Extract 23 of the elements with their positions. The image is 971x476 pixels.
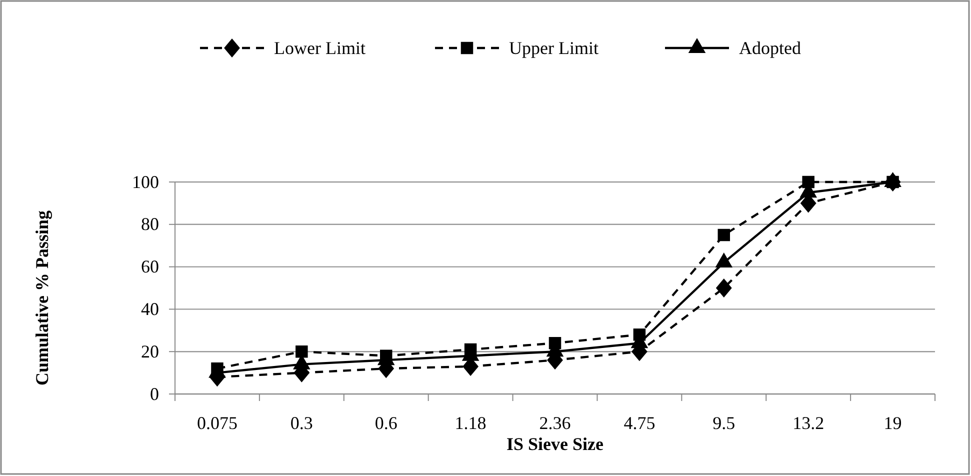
y-tick-label: 20 <box>141 341 159 362</box>
point <box>718 228 730 242</box>
y-tick-label: 80 <box>141 214 159 234</box>
x-tick-label: 0.3 <box>290 412 313 433</box>
x-tick-label: 9.5 <box>712 412 736 433</box>
y-tick-label: 100 <box>132 172 159 192</box>
x-tick-label: 4.75 <box>624 412 656 433</box>
point <box>716 278 732 298</box>
legend-label: Adopted <box>739 38 801 58</box>
x-tick-label: 13.2 <box>792 412 824 433</box>
x-tick-label: 19 <box>884 412 902 433</box>
x-axis-title: IS Sieve Size <box>506 434 604 454</box>
x-tick-label: 0.6 <box>374 412 398 433</box>
legend-label: Lower Limit <box>274 38 366 58</box>
y-tick-label: 40 <box>141 298 159 319</box>
x-tick-label: 0.075 <box>196 412 238 433</box>
x-tick-label: 2.36 <box>539 412 571 433</box>
y-axis-title: Cumulative % Passing <box>32 210 52 386</box>
point <box>296 345 308 358</box>
x-tick-label: 1.18 <box>454 412 486 433</box>
y-tick-label: 0 <box>150 384 159 404</box>
legend-label: Upper Limit <box>509 38 598 58</box>
y-tick-label: 60 <box>141 256 159 277</box>
